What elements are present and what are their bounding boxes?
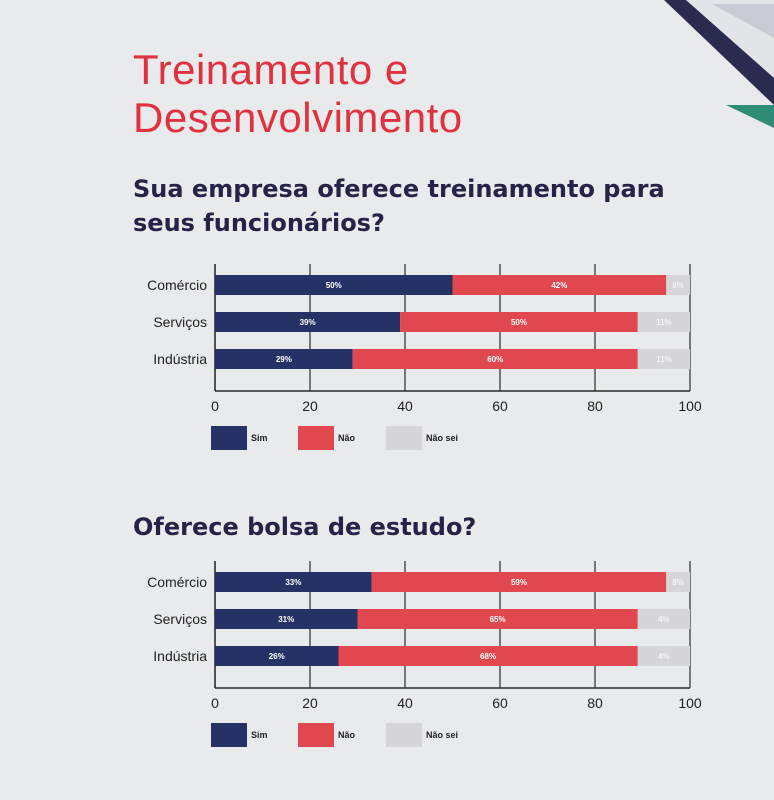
bar-sim (215, 646, 339, 666)
data-label: 50% (511, 318, 527, 327)
legend-sim-label: Sim (251, 433, 268, 443)
bar-não-sei (637, 646, 690, 666)
data-label: 11% (656, 355, 672, 364)
bar-não-sei (637, 312, 690, 332)
data-label: 8% (672, 281, 684, 290)
legend-nao-label: Não (338, 433, 356, 443)
bar-não (371, 572, 667, 592)
bar-sim (215, 275, 453, 295)
x-tick-label: 60 (492, 695, 508, 711)
bar-não-sei (666, 275, 690, 295)
data-label: 42% (551, 281, 567, 290)
legend-nao-label: Não (338, 730, 356, 740)
bar-não (352, 349, 638, 369)
chart-svg-1: 0 20 40 60 80 100 Comércio 50% 42% 8% Serviços 39% 5… (147, 264, 702, 450)
chart-bolsa: 0 20 40 60 80 100 Comércio 33% 59% 8% Serviços 31% 6… (0, 559, 774, 774)
data-label: 11% (656, 318, 672, 327)
data-label: 29% (276, 355, 292, 364)
legend-nao-sei-swatch (386, 426, 422, 450)
category-label: Indústria (153, 648, 207, 664)
bar-não (400, 312, 638, 332)
data-label: 68% (480, 652, 496, 661)
x-tick-label: 20 (302, 398, 318, 414)
bar-não (357, 609, 638, 629)
x-tick-label: 0 (211, 695, 219, 711)
bar-não (452, 275, 667, 295)
data-label: 65% (490, 615, 506, 624)
category-label: Serviços (153, 314, 207, 330)
question-treinamento: Sua empresa oferece treinamento para seu… (133, 175, 665, 237)
data-label: 50% (326, 281, 342, 290)
data-label: 4% (658, 615, 670, 624)
bar-sim (215, 572, 372, 592)
category-label: Comércio (147, 277, 207, 293)
x-tick-label: 80 (587, 398, 603, 414)
corner-decoration (664, 0, 774, 128)
question-bolsa: Oferece bolsa de estudo? (133, 513, 477, 541)
x-tick-label: 60 (492, 398, 508, 414)
bar-não (338, 646, 638, 666)
x-tick-label: 80 (587, 695, 603, 711)
legend-sim-label: Sim (251, 730, 268, 740)
bar-não-sei (637, 349, 690, 369)
data-label: 60% (487, 355, 503, 364)
x-tick-label: 40 (397, 398, 413, 414)
legend-nao-sei-label: Não sei (426, 433, 458, 443)
bar-sim (215, 349, 353, 369)
page-title-line2: Desenvolvimento (133, 94, 463, 141)
legend-sim-swatch (211, 723, 247, 747)
category-label: Indústria (153, 351, 207, 367)
x-tick-label: 100 (678, 695, 702, 711)
legend-nao-swatch (298, 426, 334, 450)
data-label: 39% (300, 318, 316, 327)
legend-nao-sei-swatch (386, 723, 422, 747)
legend-sim-swatch (211, 426, 247, 450)
data-label: 26% (269, 652, 285, 661)
x-tick-label: 0 (211, 398, 219, 414)
x-tick-label: 100 (678, 398, 702, 414)
page-title: Treinamento e Desenvolvimento (133, 46, 463, 142)
category-label: Comércio (147, 574, 207, 590)
bar-não-sei (637, 609, 690, 629)
chart-treinamento: 0 20 40 60 80 100 Comércio 50% 42% 8% Serviços 39% 5… (0, 262, 774, 477)
data-label: 59% (511, 578, 527, 587)
legend-nao-swatch (298, 723, 334, 747)
data-label: 33% (285, 578, 301, 587)
data-label: 4% (658, 652, 670, 661)
x-tick-label: 40 (397, 695, 413, 711)
page-title-line1: Treinamento e (133, 46, 409, 93)
chart-svg-2: 0 20 40 60 80 100 Comércio 33% 59% 8% Serviços 31% 6… (147, 561, 702, 747)
legend-nao-sei-label: Não sei (426, 730, 458, 740)
bar-sim (215, 609, 358, 629)
bar-não-sei (666, 572, 690, 592)
data-label: 8% (672, 578, 684, 587)
category-label: Serviços (153, 611, 207, 627)
bar-sim (215, 312, 401, 332)
data-label: 31% (278, 615, 294, 624)
x-tick-label: 20 (302, 695, 318, 711)
